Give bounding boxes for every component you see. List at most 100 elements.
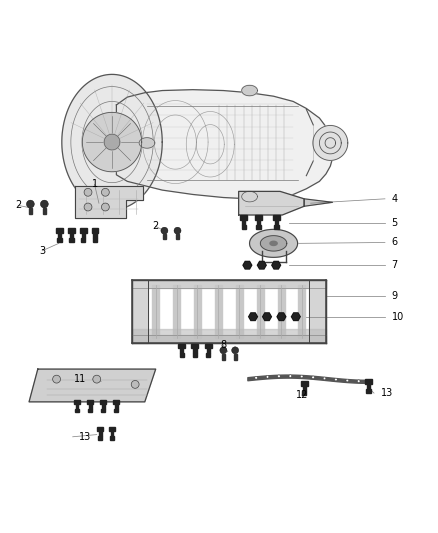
Text: 8: 8 [220, 340, 226, 350]
Polygon shape [272, 261, 281, 269]
Circle shape [266, 376, 269, 378]
Text: 2: 2 [152, 221, 159, 231]
Text: 7: 7 [392, 260, 398, 270]
Circle shape [161, 227, 168, 234]
Polygon shape [111, 431, 113, 436]
Circle shape [335, 378, 337, 381]
Polygon shape [242, 85, 258, 96]
Polygon shape [173, 285, 180, 338]
Polygon shape [180, 353, 184, 357]
Circle shape [102, 188, 110, 196]
Polygon shape [62, 75, 162, 209]
Polygon shape [194, 348, 197, 353]
Polygon shape [82, 112, 142, 172]
Polygon shape [99, 431, 102, 436]
Polygon shape [273, 215, 280, 220]
Polygon shape [239, 191, 304, 215]
Polygon shape [70, 233, 73, 238]
Polygon shape [43, 208, 46, 214]
Polygon shape [29, 369, 155, 402]
Polygon shape [97, 427, 103, 431]
Text: 6: 6 [392, 238, 398, 247]
Polygon shape [263, 313, 272, 320]
Polygon shape [256, 224, 261, 229]
Polygon shape [89, 404, 92, 409]
Circle shape [220, 347, 227, 354]
Polygon shape [80, 228, 87, 233]
Text: 13: 13 [381, 388, 393, 398]
Polygon shape [104, 134, 120, 150]
Polygon shape [236, 285, 243, 338]
Circle shape [93, 375, 101, 383]
Polygon shape [193, 353, 197, 357]
Circle shape [357, 380, 360, 383]
Circle shape [53, 375, 60, 383]
Circle shape [26, 200, 34, 208]
Polygon shape [242, 224, 246, 229]
Polygon shape [152, 285, 159, 338]
Text: 13: 13 [79, 432, 92, 442]
Polygon shape [243, 261, 252, 269]
Polygon shape [93, 238, 97, 243]
Circle shape [278, 375, 280, 377]
Polygon shape [101, 409, 105, 413]
Polygon shape [260, 236, 287, 251]
Polygon shape [29, 208, 32, 214]
Text: 4: 4 [392, 194, 398, 204]
Polygon shape [163, 234, 166, 239]
Text: 2: 2 [15, 200, 21, 211]
Text: 9: 9 [392, 291, 398, 301]
Polygon shape [102, 404, 105, 409]
Polygon shape [109, 427, 115, 431]
Polygon shape [93, 233, 96, 238]
Polygon shape [275, 220, 278, 224]
Polygon shape [240, 215, 247, 220]
Polygon shape [92, 228, 99, 233]
Circle shape [289, 375, 292, 377]
Polygon shape [222, 354, 225, 360]
Polygon shape [303, 386, 306, 391]
Polygon shape [258, 261, 266, 269]
Polygon shape [74, 400, 80, 404]
Polygon shape [277, 313, 286, 320]
Polygon shape [249, 313, 258, 320]
Polygon shape [191, 344, 198, 348]
Polygon shape [81, 233, 85, 238]
Polygon shape [98, 436, 102, 440]
Polygon shape [206, 348, 210, 353]
Polygon shape [274, 224, 279, 229]
Text: 5: 5 [392, 218, 398, 228]
Polygon shape [113, 400, 120, 404]
Polygon shape [278, 285, 285, 338]
Circle shape [312, 376, 314, 378]
Text: 1: 1 [92, 180, 98, 189]
Polygon shape [215, 285, 222, 338]
Polygon shape [242, 220, 245, 224]
Circle shape [131, 381, 139, 389]
Circle shape [84, 188, 92, 196]
Circle shape [346, 379, 349, 382]
Polygon shape [205, 344, 212, 348]
Polygon shape [180, 348, 184, 353]
Polygon shape [302, 391, 307, 395]
Circle shape [323, 377, 326, 379]
Polygon shape [194, 285, 201, 338]
Circle shape [300, 375, 303, 378]
Text: 10: 10 [392, 312, 404, 322]
Polygon shape [75, 185, 143, 219]
Polygon shape [255, 215, 262, 220]
Polygon shape [132, 280, 326, 288]
Polygon shape [367, 389, 371, 393]
Polygon shape [76, 404, 78, 409]
Polygon shape [367, 384, 371, 389]
Polygon shape [87, 400, 93, 404]
Polygon shape [69, 238, 74, 243]
Polygon shape [250, 229, 297, 257]
Polygon shape [56, 228, 63, 233]
Polygon shape [58, 233, 61, 238]
Text: 12: 12 [296, 390, 308, 400]
Circle shape [255, 376, 258, 379]
Text: 3: 3 [39, 246, 45, 256]
Polygon shape [178, 344, 185, 348]
Polygon shape [365, 379, 372, 384]
